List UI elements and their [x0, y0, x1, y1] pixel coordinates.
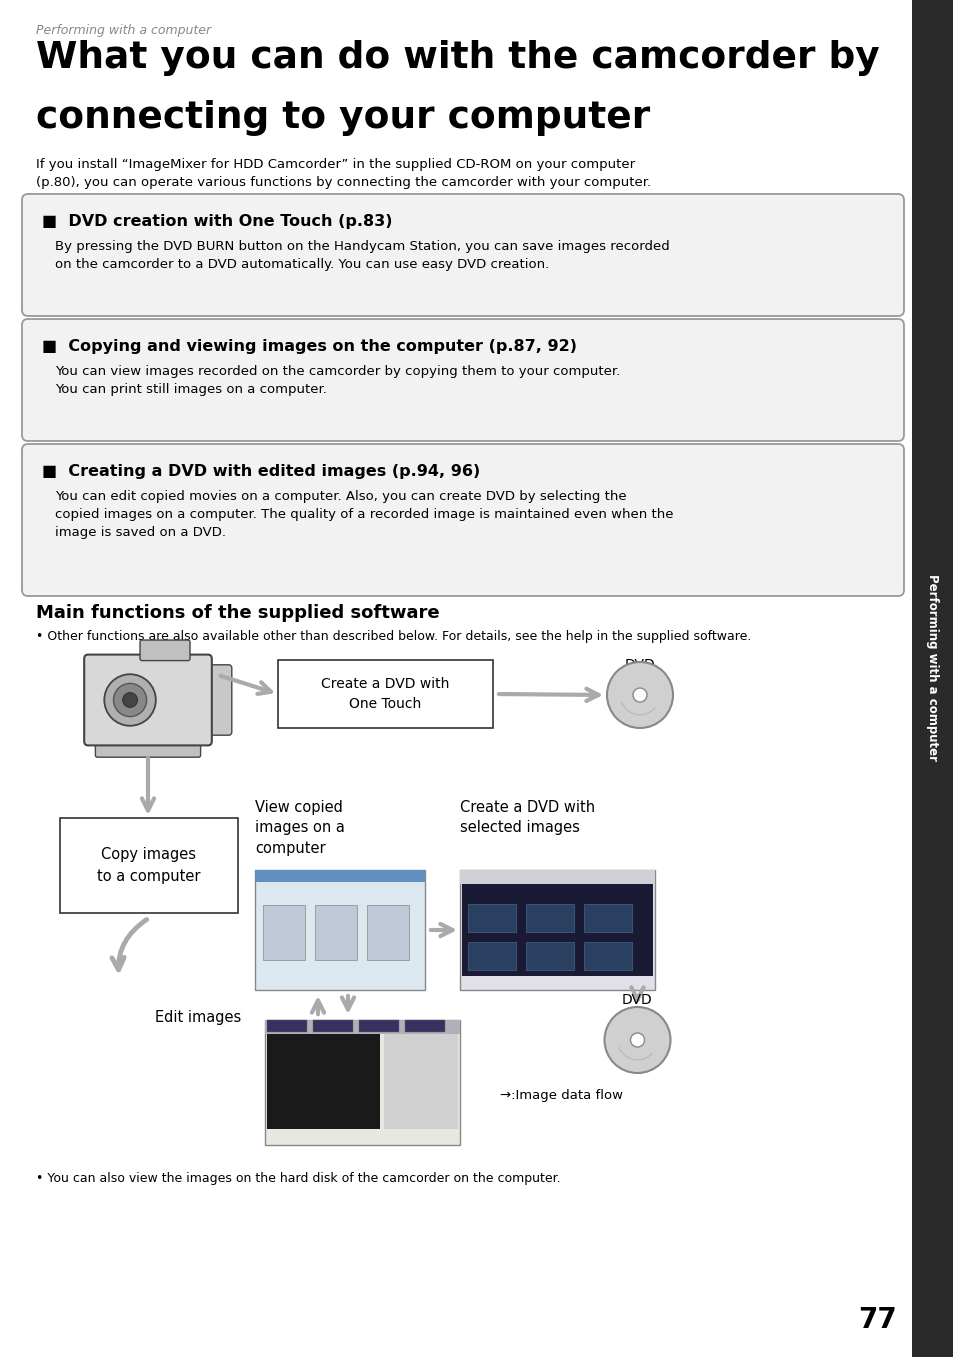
Text: Edit images: Edit images: [154, 1010, 241, 1025]
Circle shape: [633, 688, 646, 702]
Text: 77: 77: [858, 1305, 897, 1334]
FancyBboxPatch shape: [60, 818, 237, 913]
FancyBboxPatch shape: [405, 1020, 444, 1033]
Text: ■  DVD creation with One Touch (p.83): ■ DVD creation with One Touch (p.83): [42, 214, 392, 229]
Text: Main functions of the supplied software: Main functions of the supplied software: [36, 604, 439, 622]
FancyBboxPatch shape: [583, 904, 631, 932]
Text: →:Image data flow: →:Image data flow: [499, 1088, 622, 1102]
Circle shape: [604, 1007, 670, 1073]
FancyBboxPatch shape: [459, 870, 655, 991]
FancyBboxPatch shape: [203, 665, 232, 735]
Circle shape: [606, 662, 672, 727]
FancyBboxPatch shape: [358, 1020, 398, 1033]
FancyBboxPatch shape: [583, 942, 631, 970]
FancyBboxPatch shape: [367, 905, 409, 959]
FancyBboxPatch shape: [265, 1020, 459, 1145]
FancyBboxPatch shape: [313, 1020, 353, 1033]
FancyBboxPatch shape: [22, 319, 903, 441]
Text: ■  Creating a DVD with edited images (p.94, 96): ■ Creating a DVD with edited images (p.9…: [42, 464, 479, 479]
FancyBboxPatch shape: [911, 0, 953, 1357]
FancyBboxPatch shape: [277, 660, 493, 727]
FancyBboxPatch shape: [267, 1020, 307, 1033]
Circle shape: [104, 674, 155, 726]
FancyBboxPatch shape: [84, 654, 212, 745]
FancyBboxPatch shape: [525, 942, 574, 970]
FancyBboxPatch shape: [461, 873, 652, 976]
FancyBboxPatch shape: [314, 905, 356, 959]
FancyBboxPatch shape: [525, 904, 574, 932]
FancyBboxPatch shape: [140, 641, 190, 661]
FancyBboxPatch shape: [263, 905, 305, 959]
Text: You can view images recorded on the camcorder by copying them to your computer.
: You can view images recorded on the camc…: [55, 365, 619, 396]
Text: What you can do with the camcorder by: What you can do with the camcorder by: [36, 39, 879, 76]
FancyBboxPatch shape: [468, 904, 516, 932]
Text: connecting to your computer: connecting to your computer: [36, 100, 650, 136]
Circle shape: [630, 1033, 644, 1048]
FancyBboxPatch shape: [22, 444, 903, 596]
Text: DVD: DVD: [621, 993, 652, 1007]
Text: If you install “ImageMixer for HDD Camcorder” in the supplied CD-ROM on your com: If you install “ImageMixer for HDD Camco…: [36, 157, 651, 189]
Text: Create a DVD with
One Touch: Create a DVD with One Touch: [321, 677, 449, 711]
Text: • Other functions are also available other than described below. For details, se: • Other functions are also available oth…: [36, 630, 751, 643]
Circle shape: [123, 692, 137, 707]
Text: • You can also view the images on the hard disk of the camcorder on the computer: • You can also view the images on the ha…: [36, 1172, 560, 1185]
Text: View copied
images on a
computer: View copied images on a computer: [254, 801, 345, 856]
FancyBboxPatch shape: [22, 194, 903, 316]
FancyBboxPatch shape: [254, 870, 424, 991]
FancyBboxPatch shape: [267, 1034, 379, 1129]
Text: Create a DVD with
selected images: Create a DVD with selected images: [459, 801, 595, 836]
Text: DVD: DVD: [624, 658, 655, 672]
Text: ■  Copying and viewing images on the computer (p.87, 92): ■ Copying and viewing images on the comp…: [42, 339, 577, 354]
FancyBboxPatch shape: [265, 1020, 459, 1034]
FancyBboxPatch shape: [95, 740, 200, 757]
FancyBboxPatch shape: [468, 942, 516, 970]
Text: By pressing the DVD BURN button on the Handycam Station, you can save images rec: By pressing the DVD BURN button on the H…: [55, 240, 669, 271]
FancyBboxPatch shape: [254, 870, 424, 882]
Text: Copy images
to a computer: Copy images to a computer: [97, 848, 200, 883]
Text: Performing with a computer: Performing with a computer: [36, 24, 211, 37]
Text: You can edit copied movies on a computer. Also, you can create DVD by selecting : You can edit copied movies on a computer…: [55, 490, 673, 539]
FancyBboxPatch shape: [384, 1034, 457, 1129]
FancyBboxPatch shape: [459, 870, 655, 883]
Text: Performing with a computer: Performing with a computer: [925, 574, 939, 760]
Circle shape: [113, 684, 147, 716]
